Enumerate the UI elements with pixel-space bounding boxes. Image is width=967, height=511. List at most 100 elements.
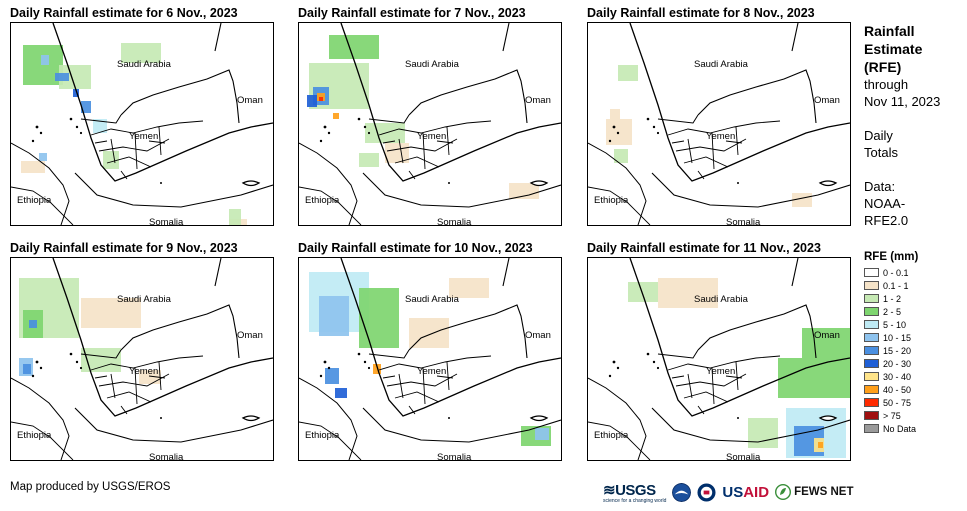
map-label-ethiopia: Ethiopia: [17, 430, 52, 441]
map-label-somalia: Somalia: [149, 217, 184, 225]
heading-line-3: (RFE): [864, 59, 902, 75]
legend-swatch: [864, 333, 879, 342]
rainfall-patch: [41, 55, 49, 65]
rainfall-patch: [818, 442, 823, 448]
logo-strip: ≋USGS science for a changing world USAID…: [603, 481, 853, 504]
legend-item: 40 - 50: [864, 383, 918, 396]
legend-label: 0 - 0.1: [883, 267, 909, 278]
legend-item: 50 - 75: [864, 396, 918, 409]
rainfall-patch: [73, 89, 79, 97]
legend-label: 50 - 75: [883, 397, 912, 408]
map-label-ethiopia: Ethiopia: [305, 430, 340, 441]
rainfall-patch: [23, 364, 31, 374]
legend-item: 30 - 40: [864, 370, 918, 383]
rainfall-patch: [359, 153, 379, 167]
rainfall-map-8: Saudi Arabia Oman Yemen Ethiopia Somalia: [588, 23, 850, 225]
noaa-seal-icon: [672, 482, 692, 502]
usgs-tagline: science for a changing world: [603, 497, 667, 504]
legend-item: 0 - 0.1: [864, 266, 918, 279]
legend-item: 1 - 2: [864, 292, 918, 305]
legend-swatch: [864, 372, 879, 381]
heading-line-2: Estimate: [864, 41, 923, 57]
legend-item: 0.1 - 1: [864, 279, 918, 292]
map-label-somalia: Somalia: [726, 452, 761, 460]
legend-label: > 75: [883, 410, 901, 421]
map-panel-11: Saudi Arabia Oman Yemen Ethiopia Somalia: [587, 257, 851, 461]
rainfall-patch: [319, 296, 349, 336]
map-label-ethiopia: Ethiopia: [594, 430, 629, 441]
map-label-somalia: Somalia: [726, 217, 761, 225]
rainfall-patch: [29, 320, 37, 328]
legend-swatch: [864, 320, 879, 329]
legend-item: No Data: [864, 422, 918, 435]
legend-item: 15 - 20: [864, 344, 918, 357]
map-label-ethiopia: Ethiopia: [305, 195, 340, 206]
map-panel-10: Saudi Arabia Oman Yemen Ethiopia Somalia: [298, 257, 562, 461]
rainfall-patch: [81, 101, 91, 113]
usgs-wordmark: ≋USGS: [603, 481, 656, 499]
rainfall-patch: [229, 209, 241, 225]
map-label-saudi: Saudi Arabia: [694, 294, 749, 305]
data-source-1: NOAA-: [864, 196, 906, 211]
map-label-oman: Oman: [814, 330, 840, 341]
rainfall-patch: [103, 151, 119, 169]
panel-title-8: Daily Rainfall estimate for 8 Nov., 2023: [587, 6, 815, 20]
rainfall-patch: [373, 364, 381, 374]
panel-title-11: Daily Rainfall estimate for 11 Nov., 202…: [587, 241, 821, 255]
legend-label: 5 - 10: [883, 319, 907, 330]
map-label-saudi: Saudi Arabia: [694, 59, 749, 70]
legend-title: RFE (mm): [864, 251, 919, 263]
rainfall-patch: [618, 65, 638, 81]
rainfall-patch: [509, 183, 539, 199]
heading-line-1: Rainfall: [864, 23, 915, 39]
map-panel-9: Saudi Arabia Oman Yemen Ethiopia Somalia: [10, 257, 274, 461]
map-panel-8: Saudi Arabia Oman Yemen Ethiopia Somalia: [587, 22, 851, 226]
legend-label: 15 - 20: [883, 345, 912, 356]
rainfall-patch: [319, 97, 323, 101]
rainfall-patch: [535, 428, 549, 440]
data-label: Data:: [864, 179, 896, 194]
rainfall-patch: [325, 368, 339, 384]
map-label-saudi: Saudi Arabia: [405, 294, 460, 305]
map-label-somalia: Somalia: [437, 217, 472, 225]
legend-swatch: [864, 359, 879, 368]
legend-swatch: [864, 268, 879, 277]
rainfall-patch: [792, 193, 812, 207]
legend-item: > 75: [864, 409, 918, 422]
usaid-wordmark: USAID: [722, 483, 770, 501]
map-label-saudi: Saudi Arabia: [117, 59, 172, 70]
map-label-oman: Oman: [237, 95, 263, 106]
map-label-ethiopia: Ethiopia: [594, 195, 629, 206]
rainfall-patch: [628, 282, 658, 302]
legend-item: 5 - 10: [864, 318, 918, 331]
map-label-yemen: Yemen: [706, 131, 735, 142]
legend-swatch: [864, 385, 879, 394]
rainfall-patch: [359, 288, 399, 348]
rainfall-patch: [610, 109, 620, 119]
legend-item: 10 - 15: [864, 331, 918, 344]
map-label-oman: Oman: [237, 330, 263, 341]
map-label-somalia: Somalia: [437, 452, 472, 460]
map-label-somalia: Somalia: [149, 452, 184, 460]
legend-label: 20 - 30: [883, 358, 912, 369]
legend-label: 30 - 40: [883, 371, 912, 382]
map-label-yemen: Yemen: [417, 131, 446, 142]
legend-swatch: [864, 294, 879, 303]
fews-net-logo: FEWS NET: [775, 484, 853, 500]
map-label-yemen: Yemen: [417, 366, 446, 377]
legend-swatch: [864, 398, 879, 407]
rainfall-patch: [121, 43, 161, 63]
legend-item: 2 - 5: [864, 305, 918, 318]
map-label-oman: Oman: [525, 330, 551, 341]
daily-text: Daily: [864, 128, 893, 143]
legend-rows: 0 - 0.1 0.1 - 1 1 - 2 2 - 5 5 - 10 10 - 15 15 …: [864, 266, 918, 435]
panel-title-6: Daily Rainfall estimate for 6 Nov., 2023: [10, 6, 238, 20]
legend-label: 10 - 15: [883, 332, 912, 343]
legend-swatch: [864, 346, 879, 355]
legend-item: 20 - 30: [864, 357, 918, 370]
map-label-yemen: Yemen: [129, 366, 158, 377]
legend-label: 1 - 2: [883, 293, 902, 304]
rainfall-patch: [93, 119, 107, 133]
rainfall-map-9: Saudi Arabia Oman Yemen Ethiopia Somalia: [11, 258, 273, 460]
rainfall-patch: [55, 73, 69, 81]
